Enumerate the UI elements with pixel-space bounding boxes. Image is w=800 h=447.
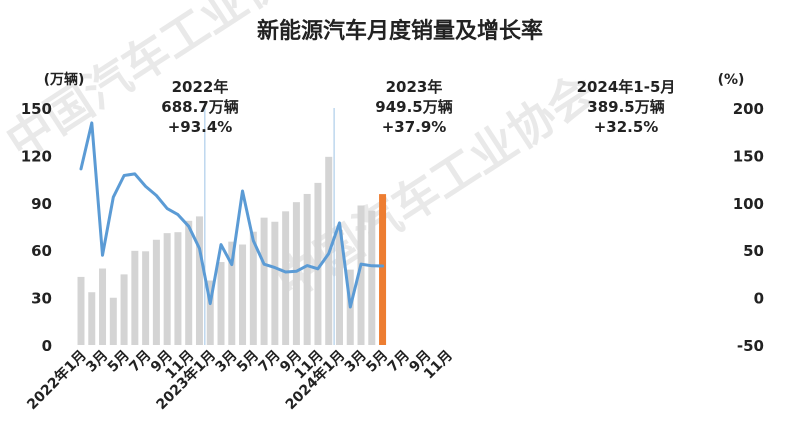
- sales-bars: [77, 156, 387, 345]
- annotation-total: 949.5万辆: [375, 98, 452, 116]
- right-tick-label: 50: [743, 242, 764, 260]
- sales-bar: [217, 262, 225, 345]
- annotation-period: 2023年: [386, 78, 443, 96]
- sales-bar: [142, 251, 150, 345]
- sales-bar: [335, 229, 343, 345]
- sales-bar: [185, 220, 193, 345]
- left-tick-label: 90: [31, 195, 52, 213]
- right-axis-ticks: -50 0 50 100 150 200: [733, 100, 764, 355]
- x-tick-label: 2022年1月: [24, 347, 90, 413]
- right-tick-label: 100: [733, 195, 764, 213]
- period-annotations: 2022年 688.7万辆 +93.4% 2023年 949.5万辆 +37.9% 2024…: [161, 78, 675, 136]
- sales-bar: [260, 217, 268, 345]
- annotation-period: 2024年1-5月: [577, 78, 676, 96]
- sales-bar: [174, 232, 182, 345]
- sales-bar: [152, 239, 160, 345]
- sales-bar: [282, 211, 290, 345]
- growth-line: [79, 121, 385, 309]
- sales-bar: [195, 216, 203, 345]
- sales-bar: [239, 244, 247, 345]
- period-dividers: [204, 108, 335, 345]
- left-tick-label: 150: [21, 100, 52, 118]
- right-tick-label: -50: [737, 337, 764, 355]
- x-axis-ticks: 2022年1月3月5月7月9月11月2023年1月3月5月7月9月11月2024…: [24, 347, 456, 413]
- sales-bar-highlight: [379, 194, 387, 345]
- sales-bar: [357, 205, 365, 345]
- left-tick-label: 60: [31, 242, 52, 260]
- left-axis-unit: (万辆): [44, 71, 85, 88]
- right-axis-unit: (%): [718, 72, 745, 88]
- sales-bar: [292, 202, 300, 345]
- left-tick-label: 30: [31, 290, 52, 308]
- sales-bar: [88, 292, 96, 345]
- sales-bar: [109, 297, 117, 345]
- sales-bar: [271, 221, 279, 345]
- right-tick-label: 150: [733, 147, 764, 165]
- sales-bar: [314, 182, 322, 345]
- sales-bar: [99, 268, 107, 345]
- annotation-growth: +37.9%: [382, 118, 447, 136]
- annotation-period: 2022年: [172, 78, 229, 96]
- sales-bar: [77, 276, 85, 345]
- annotation-growth: +32.5%: [594, 118, 659, 136]
- sales-bar: [120, 274, 128, 345]
- sales-bar: [163, 233, 171, 345]
- left-axis-ticks: 0 30 60 90 120 150: [21, 100, 52, 355]
- left-tick-label: 120: [21, 147, 52, 165]
- sales-bar: [228, 241, 236, 345]
- sales-bar: [368, 210, 376, 345]
- sales-bar: [249, 231, 257, 345]
- growth-line-series: [79, 121, 385, 309]
- annotation-growth: +93.4%: [168, 118, 233, 136]
- sales-bar: [303, 193, 311, 345]
- sales-bar: [131, 250, 139, 345]
- left-tick-label: 0: [42, 337, 52, 355]
- chart-title: 新能源汽车月度销量及增长率: [257, 18, 543, 44]
- annotation-total: 688.7万辆: [161, 98, 238, 116]
- annotation-total: 389.5万辆: [587, 98, 664, 116]
- right-tick-label: 200: [733, 100, 764, 118]
- sales-bar: [206, 280, 214, 345]
- right-tick-label: 0: [754, 290, 764, 308]
